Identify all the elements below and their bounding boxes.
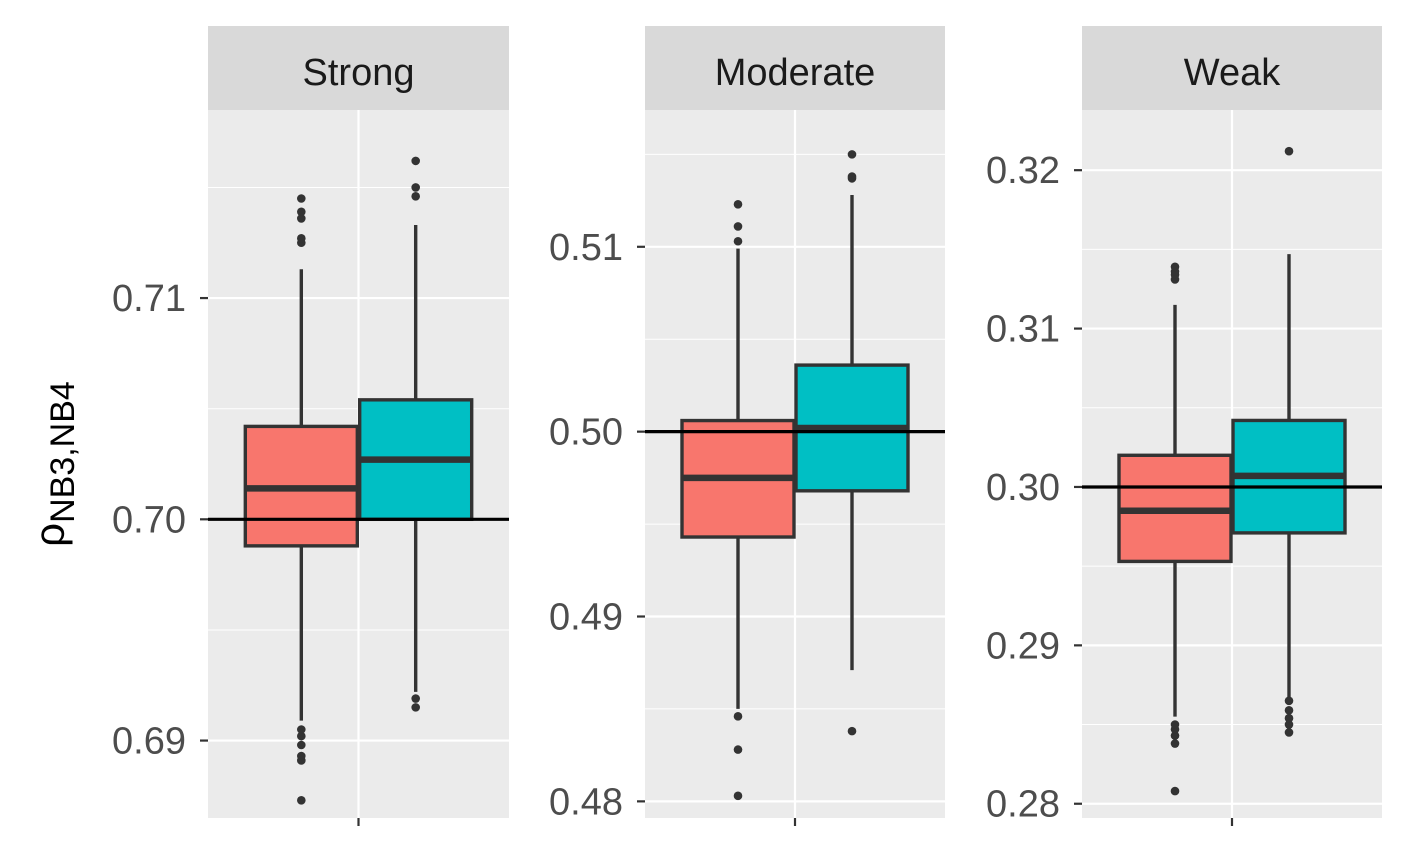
outlier-point <box>297 234 306 243</box>
facet-panels: Strong 0.69 0.70 0.71 Moderate 0.48 0.49 0.50 0.… <box>112 26 1382 826</box>
outlier-point <box>1284 696 1294 706</box>
outlier-point <box>847 726 857 736</box>
outlier-point <box>1284 713 1294 723</box>
outlier-point <box>1170 262 1180 272</box>
outlier-point <box>1170 739 1180 748</box>
y-axis-label-symbol: ρ <box>26 523 73 547</box>
y-axis-label: ρNB3,NB4 <box>26 381 82 547</box>
box-series-0 <box>680 199 796 801</box>
outlier-point <box>411 191 420 201</box>
box-series-1 <box>1231 146 1347 737</box>
y-axis-label-subscript: NB3,NB4 <box>44 381 82 523</box>
outlier-point <box>297 207 306 217</box>
facet-panel-1: Moderate 0.48 0.49 0.50 0.51 <box>549 26 945 826</box>
outlier-point <box>733 745 743 754</box>
outlier-point <box>411 694 420 703</box>
outlier-point <box>297 796 306 805</box>
y-tick-label: 0.71 <box>112 278 186 320</box>
outlier-point <box>1284 720 1294 729</box>
box-series-0 <box>1117 262 1233 796</box>
box-series-0 <box>243 194 360 805</box>
y-tick-label: 0.70 <box>112 499 186 541</box>
outlier-point <box>1170 731 1180 740</box>
svg-text:ρNB3,NB4: ρNB3,NB4 <box>26 381 82 547</box>
y-tick-label: 0.48 <box>549 781 623 823</box>
outlier-point <box>733 236 743 246</box>
outlier-point <box>297 214 306 223</box>
outlier-point <box>733 222 743 231</box>
facet-strip <box>645 26 945 110</box>
outlier-point <box>297 194 306 203</box>
outlier-point <box>847 172 857 181</box>
y-tick-label: 0.29 <box>986 625 1060 667</box>
y-tick-label: 0.69 <box>112 721 186 763</box>
facet-panel-2: Weak 0.28 0.29 0.30 0.31 0.32 <box>986 26 1382 826</box>
outlier-point <box>411 156 420 166</box>
box-series-1 <box>357 156 474 712</box>
outlier-point <box>411 703 420 712</box>
facet-panel-0: Strong 0.69 0.70 0.71 <box>112 26 509 826</box>
outlier-point <box>1284 146 1294 156</box>
y-tick-label: 0.31 <box>986 309 1060 351</box>
facet-title: Strong <box>303 52 415 94</box>
outlier-point <box>733 712 743 721</box>
y-tick-label: 0.30 <box>986 467 1060 509</box>
outlier-point <box>1284 705 1294 715</box>
outlier-point <box>297 731 306 741</box>
y-tick-label: 0.50 <box>549 412 623 454</box>
outlier-point <box>1284 728 1294 737</box>
outlier-point <box>1170 786 1180 796</box>
outlier-point <box>297 740 306 750</box>
y-tick-label: 0.49 <box>549 597 623 639</box>
outlier-point <box>1170 720 1180 729</box>
y-tick-label: 0.28 <box>986 784 1060 826</box>
outlier-point <box>297 751 306 761</box>
y-tick-label: 0.51 <box>549 227 623 269</box>
outlier-point <box>733 791 743 801</box>
facet-title: Moderate <box>715 52 876 94</box>
facet-title: Weak <box>1184 52 1281 94</box>
facet-strip <box>1082 26 1382 110</box>
facet-strip <box>208 26 509 110</box>
outlier-point <box>411 183 420 192</box>
outlier-point <box>297 725 306 734</box>
y-tick-label: 0.32 <box>986 150 1060 192</box>
outlier-point <box>847 150 857 159</box>
outlier-point <box>733 199 743 209</box>
box-series-1 <box>794 150 910 736</box>
